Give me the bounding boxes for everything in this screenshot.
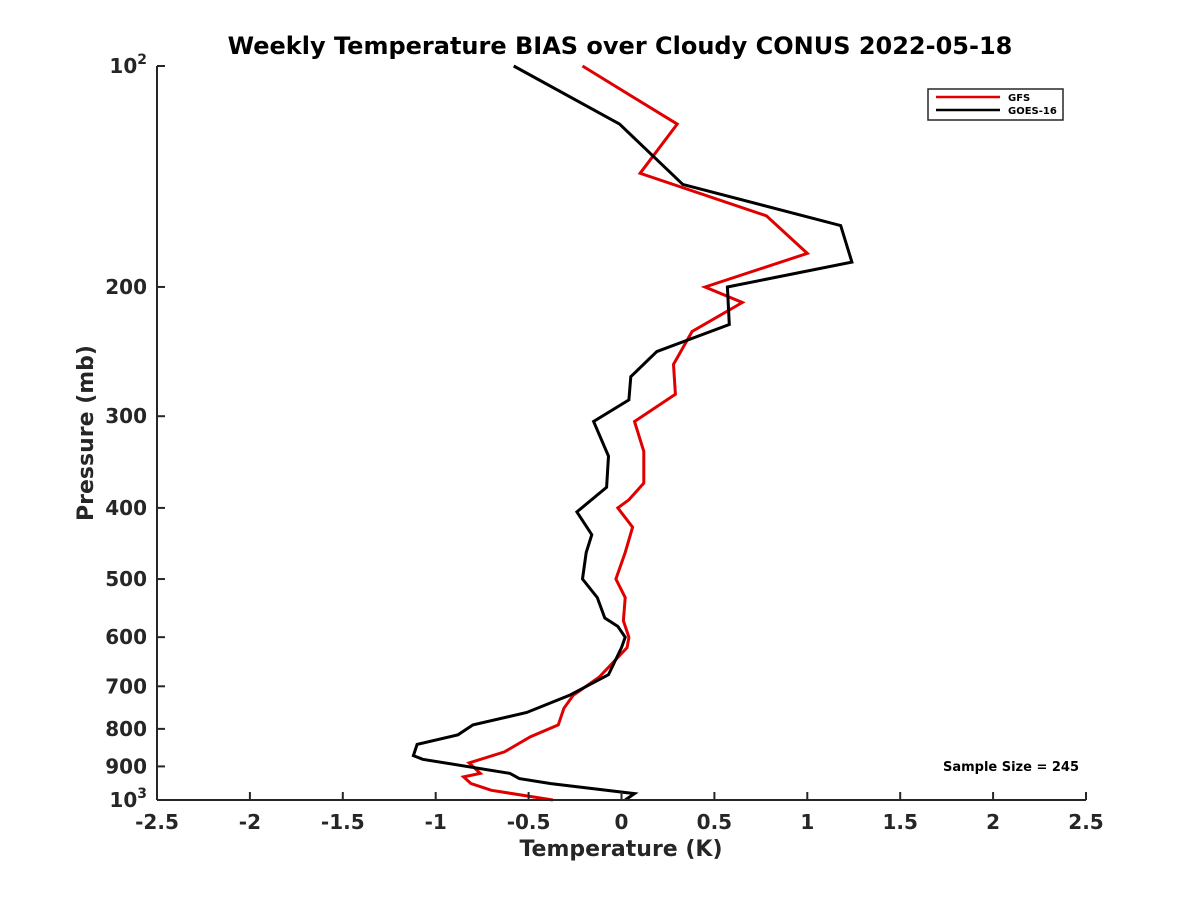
x-tick-label: 2.5 (1068, 810, 1103, 834)
x-tick-label: -2.5 (135, 810, 179, 834)
x-tick-label: 0 (615, 810, 629, 834)
y-tick-label: 700 (105, 674, 147, 698)
y-tick-label: 102 (109, 52, 147, 78)
x-tick-label: -2 (239, 810, 261, 834)
series-line-goes16 (411, 64, 854, 802)
y-tick-label: 300 (105, 404, 147, 428)
y-tick-label: 500 (105, 567, 147, 591)
x-tick-label: 2 (986, 810, 1000, 834)
y-axis-ticks: 102 200 300 400 500 600 700 800 900 103 (105, 52, 165, 812)
legend-box (927, 88, 1064, 121)
y-tick-label: 900 (105, 754, 147, 778)
legend-label-goes16: GOES-16 (1008, 106, 1057, 117)
legend-label-gfs: GFS (1008, 93, 1030, 104)
x-tick-label: 1 (800, 810, 814, 834)
y-tick-label: 200 (105, 275, 147, 299)
y-tick-label: 600 (105, 625, 147, 649)
y-tick-label: 400 (105, 496, 147, 520)
x-axis-label: Temperature (K) (519, 837, 722, 862)
x-tick-label: 1.5 (882, 810, 917, 834)
y-tick-label: 800 (105, 717, 147, 741)
series-line-gfs (460, 64, 811, 802)
legend: GFS GOES-16 (927, 88, 1064, 121)
x-tick-label: -1 (425, 810, 447, 834)
x-tick-label: -0.5 (507, 810, 551, 834)
x-tick-label: 0.5 (697, 810, 732, 834)
sample-size-annotation: Sample Size = 245 (943, 760, 1079, 775)
chart-title: Weekly Temperature BIAS over Cloudy CONU… (228, 32, 1013, 60)
x-axis-ticks: -2.5 -2 -1.5 -1 -0.5 0 0.5 1 1.5 2 2.5 (135, 792, 1104, 834)
y-tick-label: 103 (109, 786, 147, 812)
y-axis-label: Pressure (mb) (74, 345, 99, 521)
x-tick-label: -1.5 (321, 810, 365, 834)
series-layer (411, 64, 854, 802)
